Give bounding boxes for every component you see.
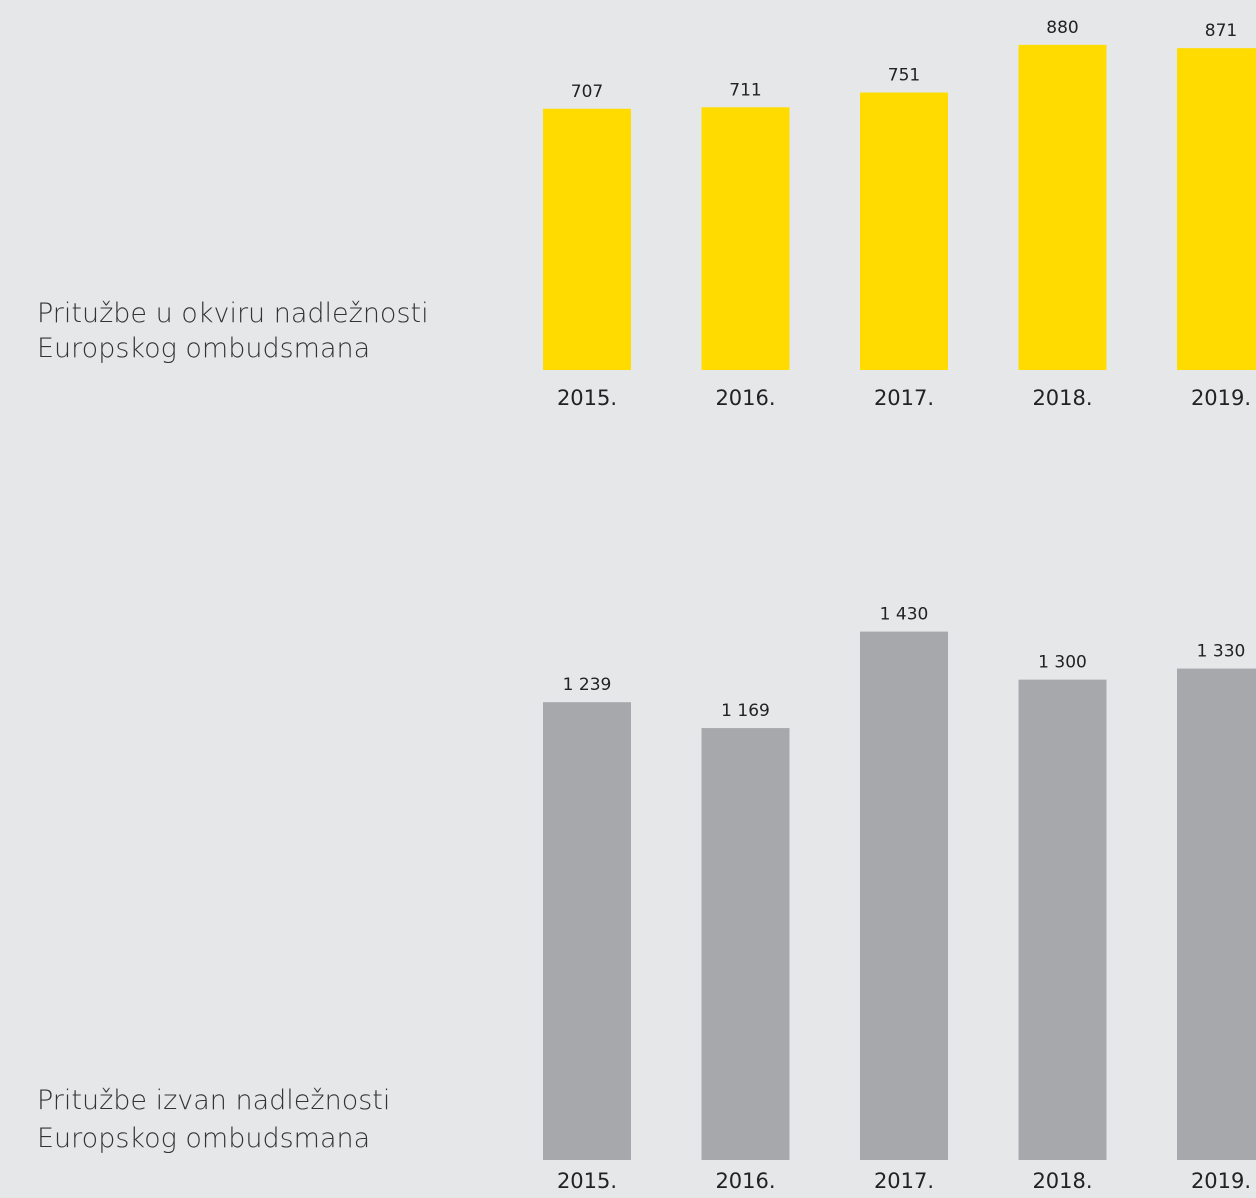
bar <box>1018 679 1107 1160</box>
value-label: 880 <box>1046 18 1078 38</box>
x-tick-label: 2016. <box>715 386 775 410</box>
value-label: 711 <box>729 80 761 100</box>
bar <box>860 92 948 371</box>
bar <box>701 107 790 371</box>
x-tick-label: 2018. <box>1032 1169 1092 1193</box>
value-label: 1 169 <box>721 701 770 721</box>
value-label: 1 300 <box>1038 653 1087 673</box>
x-tick-label: 2015. <box>557 1169 617 1193</box>
bar <box>860 631 948 1160</box>
x-tick-label: 2019. <box>1191 386 1251 410</box>
chart-title: Europskog ombudsmana <box>37 1123 370 1154</box>
bar <box>1018 44 1107 371</box>
value-label: 1 239 <box>563 675 612 695</box>
bar <box>543 702 631 1160</box>
bar <box>701 728 790 1160</box>
x-tick-label: 2018. <box>1032 386 1092 410</box>
value-label: 871 <box>1205 21 1237 41</box>
bar <box>543 108 631 371</box>
bar <box>1177 668 1256 1160</box>
x-tick-label: 2017. <box>874 1169 934 1193</box>
bar <box>1177 48 1256 371</box>
value-label: 1 330 <box>1197 642 1246 662</box>
x-tick-label: 2015. <box>557 386 617 410</box>
x-tick-label: 2016. <box>715 1169 775 1193</box>
x-tick-label: 2019. <box>1191 1169 1251 1193</box>
value-label: 1 430 <box>880 605 929 625</box>
x-tick-label: 2017. <box>874 386 934 410</box>
chart-title: Pritužbe u okviru nadležnosti <box>37 298 429 329</box>
chart-title: Pritužbe izvan nadležnosti <box>37 1085 390 1116</box>
value-label: 707 <box>571 82 603 102</box>
value-label: 751 <box>888 66 920 86</box>
chart-title: Europskog ombudsmana <box>37 333 370 364</box>
